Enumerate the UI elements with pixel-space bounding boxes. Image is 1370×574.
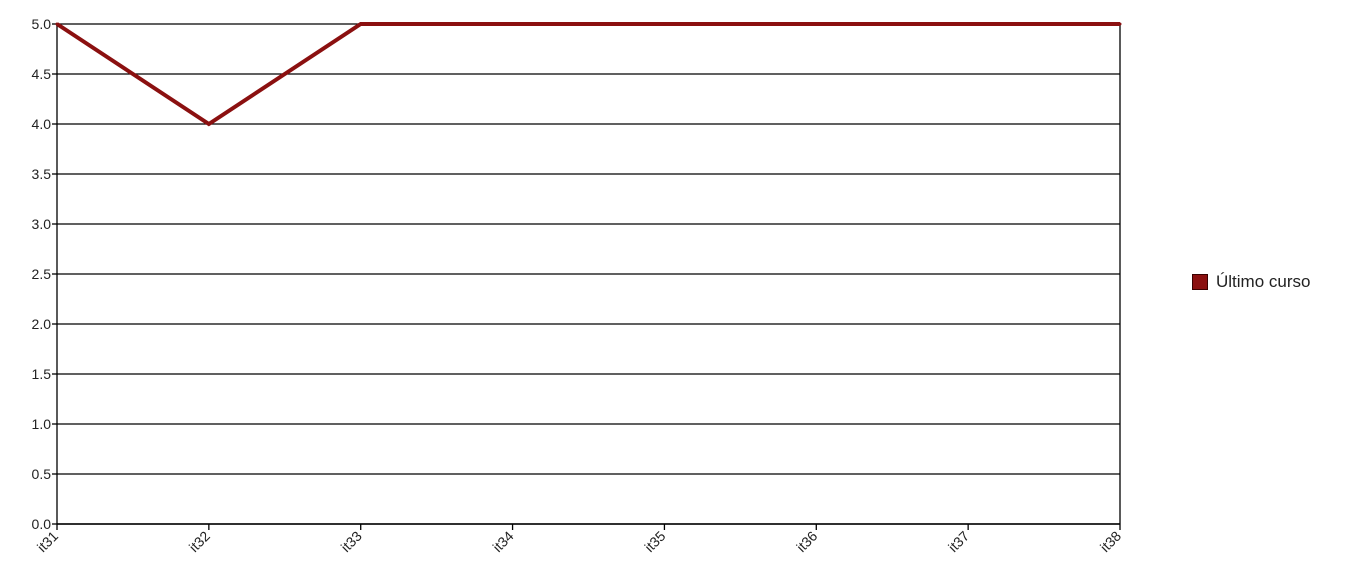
- data-point: [55, 22, 59, 26]
- x-tick-label: it35: [641, 528, 668, 555]
- x-tick-label: it34: [489, 528, 516, 555]
- x-tick-label: it32: [186, 528, 213, 555]
- y-tick-label: 1.5: [32, 366, 52, 382]
- legend: Último curso: [1192, 272, 1310, 292]
- y-tick-labels: 0.0 0.5 1.0 1.5 2.0 2.5 3.0 3.5 4.0 4.5 5.0: [32, 16, 52, 532]
- legend-label: Último curso: [1216, 272, 1311, 291]
- data-point: [207, 122, 211, 126]
- x-tick-label: it37: [945, 528, 972, 555]
- gridlines: [57, 23, 1120, 525]
- y-tick-label: 5.0: [32, 16, 52, 32]
- data-point: [966, 22, 970, 26]
- data-point: [359, 22, 363, 26]
- y-tick-label: 2.5: [32, 266, 52, 282]
- y-tick-label: 3.5: [32, 166, 52, 182]
- x-tick-label: it38: [1097, 528, 1124, 555]
- data-point: [1118, 22, 1122, 26]
- y-tick-label: 4.0: [32, 116, 52, 132]
- x-tick-labels: it31 it32 it33 it34 it35 it36 it37 it38: [34, 528, 1124, 555]
- y-tick-label: 3.0: [32, 216, 52, 232]
- y-tick-label: 1.0: [32, 416, 52, 432]
- series-line: [55, 22, 1120, 127]
- legend-swatch: [1192, 274, 1208, 290]
- y-tick-label: 0.0: [32, 516, 52, 532]
- y-tick-label: 2.0: [32, 316, 52, 332]
- data-point: [511, 22, 515, 26]
- y-tick-label: 0.5: [32, 466, 52, 482]
- series: [55, 22, 1122, 127]
- x-tick-label: it33: [338, 528, 365, 555]
- x-tick-label: it36: [793, 528, 820, 555]
- axes: [52, 23, 1121, 530]
- y-tick-label: 4.5: [32, 66, 52, 82]
- data-point: [814, 22, 818, 26]
- data-point: [662, 22, 666, 26]
